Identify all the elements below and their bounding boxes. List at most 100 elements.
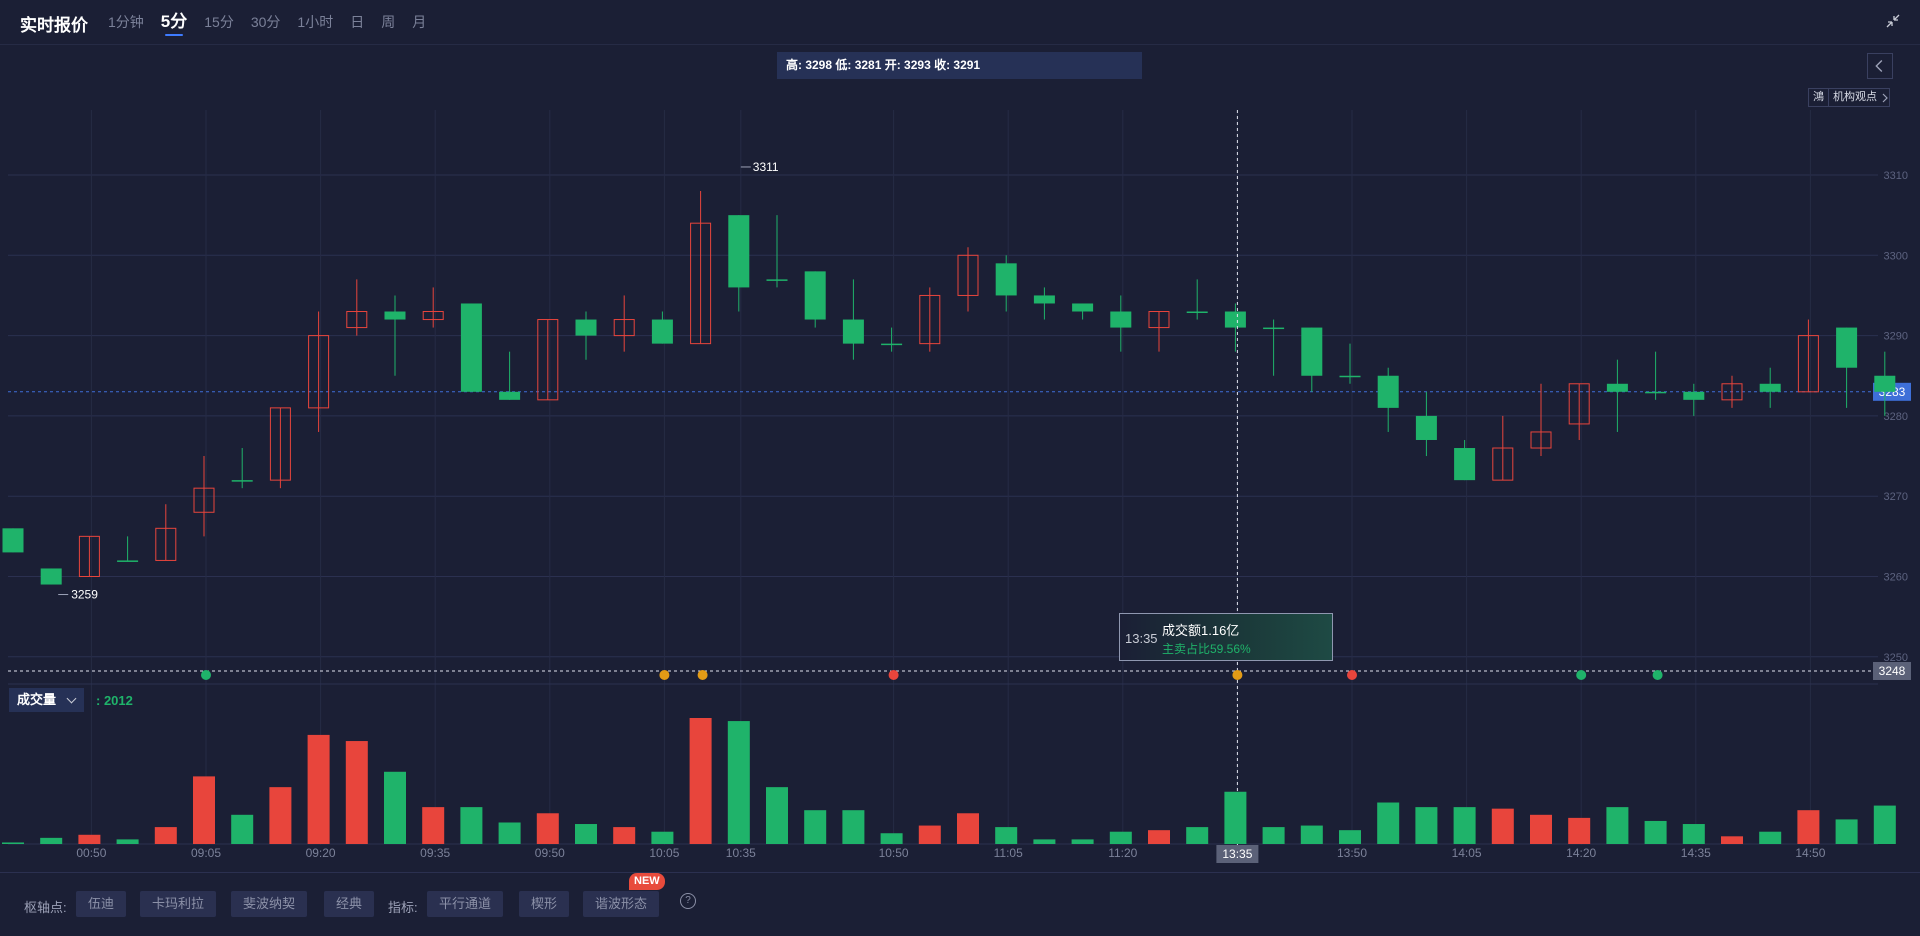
crosshair-tooltip: 13:35 成交额1.16亿 主卖占比59.56% [1119,613,1333,661]
x-tick-label: 09:50 [535,846,565,860]
volume-bar [1606,807,1629,844]
tab-week[interactable]: 周 [381,14,396,30]
tab-5min[interactable]: 5分 [161,12,187,36]
candle-body [766,279,788,281]
candle-body [1492,447,1514,481]
volume-bar [1033,839,1056,844]
y-tick-label: 3260 [1884,572,1908,584]
candle-body [231,480,253,482]
candle-body [690,222,712,345]
page-title: 实时报价 [20,16,88,35]
volume-bar [2,842,24,844]
event-marker-icon [888,670,899,680]
volume-bar [575,824,597,844]
tooltip-time: 13:35 [1125,631,1158,646]
volume-bar [231,814,254,844]
wedge-button[interactable]: 楔形 [519,891,570,917]
x-tick-label: 10:35 [726,846,756,860]
volume-bar [957,813,979,844]
volume-bar [651,831,674,844]
candle-body [384,311,406,320]
pivot-woodie-button[interactable]: 伍迪 [76,891,127,917]
candle-body [919,294,941,345]
volume-indicator-select[interactable]: 成交量 [9,688,84,712]
candle-body [1759,383,1781,392]
volume-bar [40,837,63,844]
institution-mark: 鴻 [1809,89,1829,106]
volume-bar [766,787,788,844]
volume-bar [307,734,330,844]
chevron-right-icon [1882,93,1888,102]
tab-15min[interactable]: 15分 [204,14,234,30]
candle-body [537,319,559,401]
volume-bar [269,787,292,844]
volume-value: : 2012 [96,693,133,708]
candle-body [2,528,24,553]
candle-body [1186,311,1208,314]
volume-bar [498,822,521,844]
volume-bar [1491,808,1514,844]
volume-bar [1300,825,1323,844]
volume-bar [689,718,712,844]
tab-month[interactable]: 月 [412,14,427,30]
candle-body [1645,391,1667,394]
tab-day[interactable]: 日 [350,14,365,30]
volume-bar [1224,791,1247,844]
volume-bar [1262,827,1285,844]
top-bar: 实时报价 1分钟 5分 15分 30分 1小时 日 周 月 [0,0,1920,45]
x-tick-label: 00:50 [76,846,106,860]
help-icon[interactable]: ? [680,893,696,909]
harmonic-pattern-button[interactable]: 谐波形态 [583,891,660,917]
tab-1min[interactable]: 1分钟 [108,14,144,30]
volume-bar [1377,802,1400,844]
tab-1hour[interactable]: 1小时 [297,14,334,30]
volume-bar [1148,830,1170,844]
candle-body [78,535,100,577]
candle-body [1110,311,1132,328]
event-marker-icon [1347,670,1357,680]
x-tick-label: 09:05 [191,846,221,860]
volume-bar [918,825,941,844]
institution-view-button[interactable]: 鴻 机构观点 [1808,88,1890,107]
volume-bar [1835,819,1858,844]
x-tick-label: 09:20 [306,846,336,860]
x-tick-label: 14:50 [1795,846,1825,860]
pivot-fibonacci-button[interactable]: 斐波纳契 [231,891,308,917]
candle-body [1454,448,1476,481]
pivot-classic-button[interactable]: 经典 [324,891,375,917]
y-tick-label: 3280 [1884,411,1908,423]
event-marker-icon [697,670,708,680]
tab-30min[interactable]: 30分 [250,14,281,30]
candle-body [1530,431,1552,449]
event-marker-icon [201,670,211,680]
ohlc-summary: 高: 3298 低: 3281 开: 3293 收: 3291 [777,52,1142,79]
candle-body [308,335,330,409]
volume-bar [1644,820,1667,844]
x-tick-label: 10:05 [649,846,679,860]
y-tick-label: 3310 [1884,170,1908,182]
volume-bar [1797,810,1820,844]
candle-body [346,311,368,329]
candle-body [575,319,597,336]
low-marker-label: 3259 [71,588,98,602]
candle-body [1721,383,1743,401]
volume-bar [1530,814,1552,844]
candle-body [1224,311,1246,328]
pivot-camarilla-button[interactable]: 卡玛利拉 [140,891,217,917]
candle-body [957,254,979,296]
shrink-icon[interactable] [1884,12,1902,30]
candle-body [1339,375,1361,378]
collapse-panel-button[interactable] [1867,53,1893,79]
y-tick-label: 3270 [1884,491,1908,503]
event-marker-icon [1576,670,1587,680]
candle-body [1263,327,1285,330]
event-marker-icon [1232,670,1243,680]
pivot-label: 枢轴点: [24,900,67,915]
x-tick-label: 14:35 [1681,846,1711,860]
parallel-channel-button[interactable]: 平行通道 [427,891,504,917]
volume-bar [1186,827,1209,844]
volume-select-label: 成交量 [17,692,57,707]
volume-bar [804,810,827,844]
candle-body [155,527,177,561]
